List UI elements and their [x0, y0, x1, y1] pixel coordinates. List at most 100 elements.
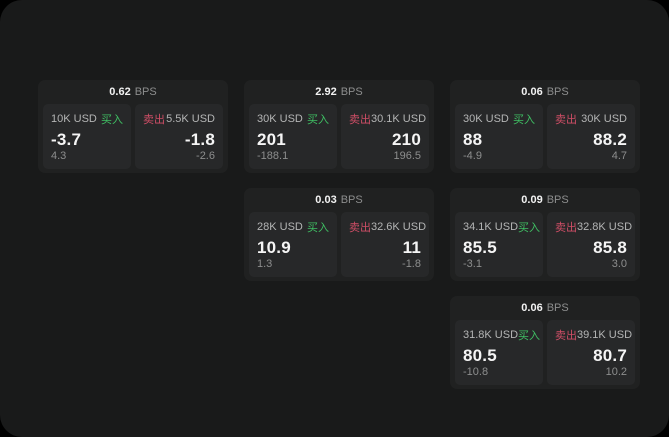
bps-header: 0.03 BPS — [244, 188, 434, 212]
sell-price: 11 — [402, 238, 421, 257]
sell-delta: 196.5 — [393, 150, 421, 162]
bps-value: 0.09 — [521, 194, 543, 206]
buy-delta: -10.8 — [463, 366, 489, 378]
buy-price: 201 — [257, 130, 286, 149]
sell-tile[interactable]: 卖出 32.6K USD 11 -1.8 — [341, 212, 429, 277]
sell-tile-top: 卖出 30K USD — [555, 111, 627, 127]
sell-tile-top: 卖出 32.8K USD — [555, 219, 632, 235]
quote-card-4: 0.03 BPS 28K USD 买入 10.9 1.3 卖出 32.6K US… — [244, 188, 434, 281]
buy-sell-panels: 10K USD 买入 -3.7 4.3 卖出 5.5K USD -1.8 -2.… — [38, 104, 228, 173]
bps-unit-label: BPS — [340, 86, 363, 98]
bps-value: 0.06 — [521, 86, 543, 98]
buy-delta: -3.1 — [463, 258, 482, 270]
sell-amount: 39.1K USD — [577, 329, 633, 341]
sell-delta: -1.8 — [402, 258, 421, 270]
bps-header: 2.92 BPS — [244, 80, 434, 104]
buy-sell-panels: 30K USD 买入 201 -188.1 卖出 30.1K USD 210 1… — [244, 104, 434, 173]
buy-price: 85.5 — [463, 238, 497, 257]
sell-tile[interactable]: 卖出 30K USD 88.2 4.7 — [547, 104, 635, 169]
buy-sell-panels: 30K USD 买入 88 -4.9 卖出 30K USD 88.2 4.7 — [450, 104, 640, 173]
buy-label: 买入 — [101, 114, 123, 126]
buy-tile[interactable]: 34.1K USD 买入 85.5 -3.1 — [455, 212, 543, 277]
buy-amount: 31.8K USD — [463, 329, 519, 341]
buy-sell-panels: 31.8K USD 买入 80.5 -10.8 卖出 39.1K USD 80.… — [450, 320, 640, 389]
buy-tile[interactable]: 30K USD 买入 201 -188.1 — [249, 104, 337, 169]
sell-tile[interactable]: 卖出 32.8K USD 85.8 3.0 — [547, 212, 635, 277]
bps-value: 0.03 — [315, 194, 337, 206]
buy-amount: 30K USD — [257, 113, 303, 125]
sell-tile[interactable]: 卖出 30.1K USD 210 196.5 — [341, 104, 429, 169]
bps-header: 0.09 BPS — [450, 188, 640, 212]
bps-unit-label: BPS — [546, 86, 569, 98]
buy-amount: 10K USD — [51, 113, 97, 125]
bps-unit-label: BPS — [134, 86, 157, 98]
buy-tile-top: 31.8K USD 买入 — [463, 327, 540, 343]
sell-label: 卖出 — [555, 330, 577, 342]
buy-tile-top: 34.1K USD 买入 — [463, 219, 540, 235]
sell-amount: 30K USD — [581, 113, 627, 125]
buy-tile[interactable]: 28K USD 买入 10.9 1.3 — [249, 212, 337, 277]
quote-card-2: 2.92 BPS 30K USD 买入 201 -188.1 卖出 30.1K … — [244, 80, 434, 173]
sell-price: 210 — [392, 130, 421, 149]
bps-value: 0.06 — [521, 302, 543, 314]
quote-card-grid: 0.62 BPS 10K USD 买入 -3.7 4.3 卖出 5.5K USD — [38, 80, 640, 389]
sell-label: 卖出 — [143, 114, 165, 126]
quote-card-5: 0.09 BPS 34.1K USD 买入 85.5 -3.1 卖出 32.8K… — [450, 188, 640, 281]
sell-price: 88.2 — [593, 130, 627, 149]
buy-delta: 4.3 — [51, 150, 67, 162]
sell-label: 卖出 — [349, 222, 371, 234]
quote-card-6: 0.06 BPS 31.8K USD 买入 80.5 -10.8 卖出 39.1… — [450, 296, 640, 389]
buy-amount: 34.1K USD — [463, 221, 519, 233]
sell-delta: -2.6 — [196, 150, 215, 162]
sell-tile-top: 卖出 5.5K USD — [143, 111, 215, 127]
buy-delta: 1.3 — [257, 258, 273, 270]
buy-tile[interactable]: 31.8K USD 买入 80.5 -10.8 — [455, 320, 543, 385]
bps-unit-label: BPS — [546, 302, 569, 314]
sell-tile-top: 卖出 39.1K USD — [555, 327, 632, 343]
buy-label: 买入 — [513, 114, 535, 126]
buy-delta: -188.1 — [257, 150, 289, 162]
buy-amount: 30K USD — [463, 113, 509, 125]
bps-value: 0.62 — [109, 86, 131, 98]
quote-card-3: 0.06 BPS 30K USD 买入 88 -4.9 卖出 30K USD — [450, 80, 640, 173]
sell-label: 卖出 — [349, 114, 371, 126]
sell-label: 卖出 — [555, 222, 577, 234]
sell-price: 85.8 — [593, 238, 627, 257]
buy-price: 10.9 — [257, 238, 291, 257]
bps-unit-label: BPS — [340, 194, 363, 206]
buy-sell-panels: 34.1K USD 买入 85.5 -3.1 卖出 32.8K USD 85.8… — [450, 212, 640, 281]
buy-delta: -4.9 — [463, 150, 482, 162]
buy-sell-panels: 28K USD 买入 10.9 1.3 卖出 32.6K USD 11 -1.8 — [244, 212, 434, 281]
buy-label: 买入 — [518, 330, 541, 342]
sell-label: 卖出 — [555, 114, 577, 126]
sell-amount: 5.5K USD — [166, 113, 215, 125]
sell-amount: 32.6K USD — [371, 221, 427, 233]
bps-unit-label: BPS — [546, 194, 569, 206]
buy-label: 买入 — [518, 222, 541, 234]
buy-tile-top: 30K USD 买入 — [463, 111, 535, 127]
sell-tile-top: 卖出 32.6K USD — [349, 219, 426, 235]
sell-amount: 30.1K USD — [371, 113, 427, 125]
sell-delta: 3.0 — [611, 258, 627, 270]
buy-price: -3.7 — [51, 130, 82, 149]
buy-tile[interactable]: 10K USD 买入 -3.7 4.3 — [43, 104, 131, 169]
sell-delta: 10.2 — [605, 366, 627, 378]
buy-tile[interactable]: 30K USD 买入 88 -4.9 — [455, 104, 543, 169]
bps-value: 2.92 — [315, 86, 337, 98]
bps-header: 0.62 BPS — [38, 80, 228, 104]
buy-tile-top: 28K USD 买入 — [257, 219, 329, 235]
buy-tile-top: 10K USD 买入 — [51, 111, 123, 127]
buy-amount: 28K USD — [257, 221, 303, 233]
sell-amount: 32.8K USD — [577, 221, 633, 233]
buy-label: 买入 — [307, 222, 329, 234]
buy-price: 88 — [463, 130, 483, 149]
sell-tile[interactable]: 卖出 5.5K USD -1.8 -2.6 — [135, 104, 223, 169]
buy-price: 80.5 — [463, 346, 497, 365]
quote-card-1: 0.62 BPS 10K USD 买入 -3.7 4.3 卖出 5.5K USD — [38, 80, 228, 173]
sell-price: -1.8 — [184, 130, 215, 149]
bps-header: 0.06 BPS — [450, 80, 640, 104]
sell-tile[interactable]: 卖出 39.1K USD 80.7 10.2 — [547, 320, 635, 385]
sell-price: 80.7 — [593, 346, 627, 365]
sell-delta: 4.7 — [611, 150, 627, 162]
